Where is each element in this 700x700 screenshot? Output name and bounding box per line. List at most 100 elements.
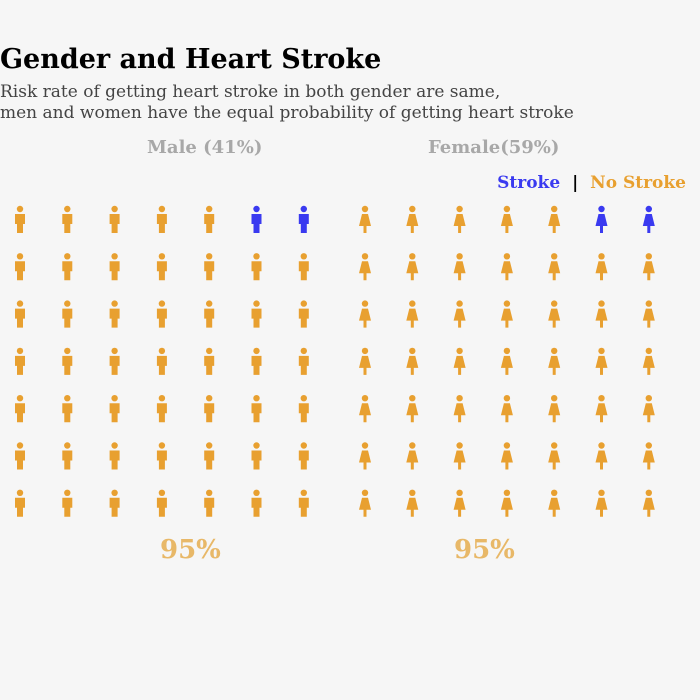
female-no-stroke-person-icon [548, 205, 561, 233]
male-percent-label: 95% [160, 535, 221, 565]
female-no-stroke-person-icon [453, 205, 466, 233]
legend-no-stroke: No Stroke [590, 173, 686, 193]
male-no-stroke-person-icon [204, 395, 215, 423]
male-no-stroke-person-icon [156, 395, 167, 423]
male-no-stroke-person-icon [15, 442, 25, 470]
female-no-stroke-person-icon [453, 347, 466, 375]
male-no-stroke-person-icon [62, 300, 73, 328]
legend-separator: | [572, 173, 579, 193]
female-no-stroke-person-icon [548, 442, 561, 470]
male-no-stroke-person-icon [15, 300, 25, 328]
female-no-stroke-person-icon [548, 489, 561, 517]
male-no-stroke-person-icon [156, 205, 167, 233]
female-no-stroke-person-icon [406, 395, 419, 423]
male-no-stroke-person-icon [109, 347, 120, 375]
female-no-stroke-person-icon [500, 253, 513, 281]
female-no-stroke-person-icon [500, 347, 513, 375]
male-no-stroke-person-icon [15, 205, 25, 233]
male-no-stroke-person-icon [298, 300, 309, 328]
male-no-stroke-person-icon [62, 489, 73, 517]
female-no-stroke-person-icon [359, 442, 371, 470]
female-no-stroke-person-icon [548, 395, 561, 423]
male-no-stroke-person-icon [251, 395, 262, 423]
male-no-stroke-person-icon [156, 300, 167, 328]
female-no-stroke-person-icon [406, 253, 419, 281]
female-no-stroke-person-icon [500, 300, 513, 328]
female-no-stroke-person-icon [359, 395, 371, 423]
male-no-stroke-person-icon [15, 395, 25, 423]
female-no-stroke-person-icon [406, 205, 419, 233]
male-no-stroke-person-icon [251, 489, 262, 517]
male-no-stroke-person-icon [204, 205, 215, 233]
male-stroke-person-icon [298, 205, 309, 233]
female-stroke-person-icon [642, 205, 655, 233]
female-panel-label: Female(59%) [428, 137, 560, 158]
male-no-stroke-person-icon [156, 253, 167, 281]
female-no-stroke-person-icon [453, 395, 466, 423]
female-no-stroke-person-icon [359, 205, 371, 233]
legend: Stroke | No Stroke [497, 173, 686, 193]
female-no-stroke-person-icon [642, 253, 655, 281]
female-no-stroke-person-icon [500, 395, 513, 423]
male-no-stroke-person-icon [298, 442, 309, 470]
female-no-stroke-person-icon [595, 300, 608, 328]
male-no-stroke-person-icon [15, 347, 25, 375]
female-no-stroke-person-icon [453, 442, 466, 470]
female-no-stroke-person-icon [359, 300, 371, 328]
male-no-stroke-person-icon [204, 253, 215, 281]
female-no-stroke-person-icon [548, 347, 561, 375]
female-no-stroke-person-icon [642, 489, 655, 517]
male-no-stroke-person-icon [251, 442, 262, 470]
female-no-stroke-person-icon [453, 489, 466, 517]
male-no-stroke-person-icon [204, 347, 215, 375]
female-no-stroke-person-icon [359, 253, 371, 281]
female-no-stroke-person-icon [642, 300, 655, 328]
female-no-stroke-person-icon [642, 395, 655, 423]
female-no-stroke-person-icon [642, 442, 655, 470]
male-no-stroke-person-icon [204, 300, 215, 328]
female-no-stroke-person-icon [595, 253, 608, 281]
male-no-stroke-person-icon [156, 347, 167, 375]
male-no-stroke-person-icon [298, 347, 309, 375]
male-no-stroke-person-icon [62, 253, 73, 281]
male-panel-label: Male (41%) [147, 137, 263, 158]
female-no-stroke-person-icon [406, 442, 419, 470]
female-no-stroke-person-icon [595, 489, 608, 517]
female-stroke-person-icon [595, 205, 608, 233]
male-no-stroke-person-icon [62, 347, 73, 375]
female-no-stroke-person-icon [548, 253, 561, 281]
male-no-stroke-person-icon [62, 395, 73, 423]
female-no-stroke-person-icon [595, 395, 608, 423]
female-no-stroke-person-icon [595, 347, 608, 375]
male-no-stroke-person-icon [109, 395, 120, 423]
male-no-stroke-person-icon [109, 300, 120, 328]
male-stroke-person-icon [251, 205, 262, 233]
chart-subtitle: Risk rate of getting heart stroke in bot… [0, 82, 574, 124]
male-no-stroke-person-icon [62, 442, 73, 470]
male-no-stroke-person-icon [15, 489, 25, 517]
female-no-stroke-person-icon [500, 205, 513, 233]
female-no-stroke-person-icon [453, 300, 466, 328]
female-no-stroke-person-icon [595, 442, 608, 470]
male-no-stroke-person-icon [298, 489, 309, 517]
male-no-stroke-person-icon [109, 442, 120, 470]
male-no-stroke-person-icon [298, 253, 309, 281]
male-no-stroke-person-icon [204, 489, 215, 517]
male-no-stroke-person-icon [62, 205, 73, 233]
male-no-stroke-person-icon [109, 489, 120, 517]
subtitle-line-2: men and women have the equal probability… [0, 103, 574, 123]
male-no-stroke-person-icon [251, 347, 262, 375]
female-percent-label: 95% [454, 535, 515, 565]
male-no-stroke-person-icon [251, 253, 262, 281]
legend-stroke: Stroke [497, 173, 561, 193]
female-no-stroke-person-icon [500, 489, 513, 517]
male-no-stroke-person-icon [15, 253, 25, 281]
male-no-stroke-person-icon [156, 489, 167, 517]
male-no-stroke-person-icon [109, 253, 120, 281]
female-no-stroke-person-icon [359, 347, 371, 375]
male-no-stroke-person-icon [204, 442, 215, 470]
female-no-stroke-person-icon [642, 347, 655, 375]
female-no-stroke-person-icon [548, 300, 561, 328]
female-no-stroke-person-icon [453, 253, 466, 281]
